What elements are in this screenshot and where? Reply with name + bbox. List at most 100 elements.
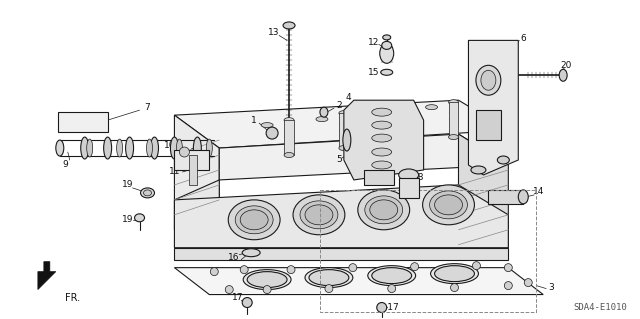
Ellipse shape [177, 139, 182, 157]
Ellipse shape [426, 105, 438, 110]
Ellipse shape [320, 107, 328, 117]
Ellipse shape [394, 106, 404, 111]
Text: 19: 19 [122, 181, 133, 189]
Ellipse shape [104, 137, 111, 159]
Ellipse shape [422, 185, 474, 225]
Ellipse shape [370, 200, 397, 220]
Text: 19: 19 [122, 215, 133, 224]
Ellipse shape [236, 206, 273, 234]
Ellipse shape [383, 35, 390, 40]
Circle shape [287, 266, 295, 274]
Text: 12: 12 [368, 38, 380, 47]
Circle shape [242, 298, 252, 308]
Ellipse shape [429, 191, 467, 219]
Bar [364, 170, 394, 185]
Text: 15: 15 [368, 68, 380, 77]
Text: SDA4-E1010: SDA4-E1010 [573, 303, 627, 312]
Ellipse shape [247, 272, 287, 287]
Ellipse shape [518, 190, 528, 204]
Ellipse shape [449, 135, 458, 140]
Ellipse shape [305, 205, 333, 225]
Ellipse shape [141, 188, 154, 198]
Ellipse shape [305, 268, 353, 287]
Text: 4: 4 [346, 93, 351, 102]
Text: -17: -17 [385, 303, 399, 312]
Ellipse shape [300, 201, 338, 229]
Ellipse shape [372, 268, 412, 284]
Bar [284, 120, 294, 155]
Text: 20: 20 [561, 61, 572, 70]
Ellipse shape [368, 266, 415, 286]
Ellipse shape [372, 121, 392, 129]
Ellipse shape [240, 210, 268, 230]
Ellipse shape [497, 156, 509, 164]
Polygon shape [175, 100, 508, 148]
Polygon shape [344, 100, 424, 180]
Ellipse shape [150, 137, 159, 159]
Ellipse shape [134, 214, 145, 222]
Text: 1: 1 [252, 115, 257, 125]
Text: 11: 11 [169, 167, 180, 176]
Ellipse shape [371, 111, 383, 116]
Text: 18: 18 [413, 174, 424, 182]
Ellipse shape [559, 69, 567, 81]
Ellipse shape [372, 108, 392, 116]
Ellipse shape [476, 65, 501, 95]
Circle shape [325, 285, 333, 293]
Bar [399, 178, 419, 198]
Circle shape [225, 286, 233, 293]
Circle shape [240, 266, 248, 274]
Polygon shape [220, 134, 508, 180]
Ellipse shape [125, 137, 134, 159]
Circle shape [472, 262, 481, 270]
Ellipse shape [284, 152, 294, 158]
Ellipse shape [86, 139, 93, 157]
Text: FR.: FR. [65, 293, 80, 302]
Ellipse shape [381, 69, 393, 75]
Ellipse shape [147, 139, 152, 157]
Bar [189, 155, 197, 185]
Polygon shape [468, 41, 518, 175]
Circle shape [211, 268, 218, 276]
Ellipse shape [293, 195, 345, 235]
Circle shape [411, 263, 419, 271]
Ellipse shape [339, 145, 349, 151]
Circle shape [504, 282, 512, 290]
Text: 3: 3 [548, 283, 554, 292]
Circle shape [349, 264, 357, 272]
Ellipse shape [206, 139, 212, 157]
Polygon shape [38, 262, 56, 290]
Circle shape [377, 302, 387, 313]
Ellipse shape [380, 43, 394, 63]
Bar [175, 150, 209, 170]
Text: 2: 2 [336, 101, 342, 110]
Polygon shape [175, 180, 220, 230]
Circle shape [179, 147, 189, 157]
Circle shape [263, 286, 271, 293]
Ellipse shape [481, 70, 496, 90]
Text: 10: 10 [164, 141, 175, 150]
Text: 16: 16 [227, 253, 239, 262]
Ellipse shape [435, 266, 474, 282]
Text: 9: 9 [62, 160, 68, 169]
Polygon shape [175, 248, 508, 260]
Ellipse shape [431, 264, 479, 284]
Ellipse shape [358, 190, 410, 230]
Text: 14: 14 [532, 187, 544, 197]
Circle shape [504, 264, 512, 272]
Text: 17: 17 [232, 293, 243, 302]
Bar [476, 110, 501, 140]
Circle shape [451, 284, 458, 292]
Ellipse shape [284, 118, 294, 122]
Circle shape [266, 127, 278, 139]
Circle shape [524, 278, 532, 286]
Ellipse shape [116, 139, 123, 157]
Text: 5: 5 [336, 155, 342, 165]
Text: 8: 8 [195, 141, 200, 150]
Ellipse shape [56, 140, 64, 156]
Ellipse shape [193, 137, 202, 159]
Ellipse shape [243, 270, 291, 290]
Text: 7: 7 [145, 103, 150, 112]
Bar [449, 102, 458, 137]
Ellipse shape [228, 200, 280, 240]
